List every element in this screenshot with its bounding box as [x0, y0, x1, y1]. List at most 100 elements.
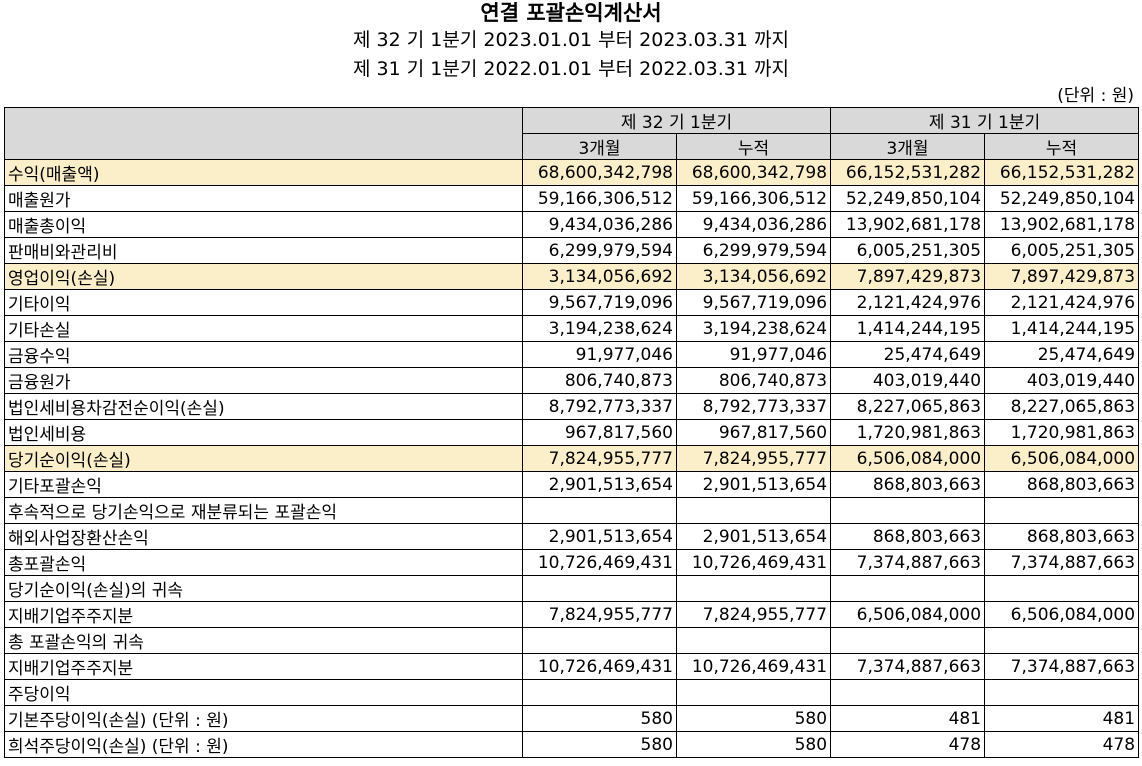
header-label-cell [4, 107, 523, 160]
row-value: 3,194,238,624 [522, 315, 677, 342]
row-value [675, 497, 832, 524]
row-value: 806,740,873 [522, 367, 677, 394]
row-value: 52,249,850,104 [984, 185, 1140, 212]
row-value: 967,817,560 [522, 419, 677, 446]
row-value: 403,019,440 [830, 367, 986, 394]
row-value: 9,434,036,286 [522, 211, 677, 238]
row-value [830, 497, 986, 524]
row-value: 3,134,056,692 [522, 263, 677, 290]
row-value: 9,434,036,286 [675, 211, 832, 238]
row-value: 68,600,342,798 [522, 159, 677, 186]
row-value: 91,977,046 [675, 341, 832, 368]
row-value: 7,374,887,663 [984, 653, 1140, 680]
row-value: 7,897,429,873 [830, 263, 986, 290]
row-value: 7,374,887,663 [830, 549, 986, 576]
row-value [675, 627, 832, 654]
table-row: 기타포괄손익 2,901,513,654 2,901,513,654 868,803,… [4, 471, 1140, 498]
row-value: 580 [522, 731, 677, 758]
row-value [675, 679, 832, 706]
table-row: 희석주당이익(손실) (단위 : 원) 580 580 478 478 [4, 731, 1140, 758]
row-value: 6,005,251,305 [984, 237, 1140, 264]
row-value: 868,803,663 [830, 523, 986, 550]
row-label: 법인세비용 [4, 419, 523, 446]
row-label: 지배기업주주지분 [4, 601, 523, 628]
row-label: 금융원가 [4, 367, 523, 394]
header-sub-current-3m: 3개월 [522, 133, 677, 160]
row-value: 1,720,981,863 [984, 419, 1140, 446]
row-value: 6,299,979,594 [522, 237, 677, 264]
row-value: 7,374,887,663 [984, 549, 1140, 576]
table-row: 당기순이익(손실) 7,824,955,777 7,824,955,777 6,506… [4, 445, 1140, 472]
header-sub-prior-cum: 누적 [984, 133, 1140, 160]
row-value: 580 [522, 705, 677, 732]
row-label: 기본주당이익(손실) (단위 : 원) [4, 705, 523, 732]
row-value: 7,824,955,777 [522, 445, 677, 472]
row-label: 주당이익 [4, 679, 523, 706]
table-row: 기본주당이익(손실) (단위 : 원) 580 580 481 481 [4, 705, 1140, 732]
row-value: 2,121,424,976 [830, 289, 986, 316]
row-value [522, 679, 677, 706]
row-label: 수익(매출액) [4, 159, 523, 186]
table-row: 후속적으로 당기손익으로 재분류되는 포괄손익 [4, 497, 1140, 524]
row-value: 10,726,469,431 [675, 653, 832, 680]
row-label: 당기순이익(손실)의 귀속 [4, 575, 523, 602]
table-row: 지배기업주주지분 10,726,469,431 10,726,469,431 7,37… [4, 653, 1140, 680]
row-value: 478 [984, 731, 1140, 758]
row-value: 1,414,244,195 [984, 315, 1140, 342]
row-value: 1,720,981,863 [830, 419, 986, 446]
row-value: 8,792,773,337 [675, 393, 832, 420]
row-value: 10,726,469,431 [522, 653, 677, 680]
row-value: 59,166,306,512 [522, 185, 677, 212]
row-value: 7,374,887,663 [830, 653, 986, 680]
row-label: 금융수익 [4, 341, 523, 368]
header-group-current: 제 32 기 1분기 [521, 107, 832, 134]
table-row: 기타이익 9,567,719,096 9,567,719,096 2,121,424,… [4, 289, 1140, 316]
table-row: 수익(매출액) 68,600,342,798 68,600,342,798 66,15… [4, 159, 1140, 186]
row-value: 6,506,084,000 [830, 601, 986, 628]
table-row: 지배기업주주지분 7,824,955,777 7,824,955,777 6,506,… [4, 601, 1140, 628]
table-row: 해외사업장환산손익 2,901,513,654 2,901,513,654 868,8… [4, 523, 1140, 550]
row-label: 기타포괄손익 [4, 471, 523, 498]
row-value: 6,506,084,000 [830, 445, 986, 472]
table-row: 금융수익 91,977,046 91,977,046 25,474,649 25,474… [4, 341, 1140, 368]
row-label: 당기순이익(손실) [4, 445, 523, 472]
row-value: 8,792,773,337 [522, 393, 677, 420]
row-value: 68,600,342,798 [675, 159, 832, 186]
income-statement-table: 제 32 기 1분기 제 31 기 1분기 3개월 누적 3개월 누적 수익(매… [4, 107, 1140, 758]
table-row: 매출원가 59,166,306,512 59,166,306,512 52,249,8… [4, 185, 1140, 212]
row-value: 25,474,649 [984, 341, 1140, 368]
row-value: 7,824,955,777 [522, 601, 677, 628]
table-row: 총포괄손익 10,726,469,431 10,726,469,431 7,374,8… [4, 549, 1140, 576]
table-row: 판매비와관리비 6,299,979,594 6,299,979,594 6,005,2… [4, 237, 1140, 264]
row-value: 481 [830, 705, 986, 732]
row-value: 25,474,649 [830, 341, 986, 368]
row-value [830, 679, 986, 706]
row-value: 10,726,469,431 [522, 549, 677, 576]
row-value: 3,194,238,624 [675, 315, 832, 342]
period-current: 제 32 기 1분기 2023.01.01 부터 2023.03.31 까지 [353, 29, 789, 51]
row-value: 6,299,979,594 [675, 237, 832, 264]
row-label: 매출원가 [4, 185, 523, 212]
row-value [522, 627, 677, 654]
row-value: 52,249,850,104 [830, 185, 986, 212]
row-value: 806,740,873 [675, 367, 832, 394]
row-value: 580 [675, 705, 832, 732]
row-value: 6,506,084,000 [984, 601, 1140, 628]
row-value: 13,902,681,178 [830, 211, 986, 238]
row-label: 매출총이익 [4, 211, 523, 238]
row-value: 868,803,663 [830, 471, 986, 498]
row-value: 967,817,560 [675, 419, 832, 446]
row-label: 희석주당이익(손실) (단위 : 원) [4, 731, 523, 758]
table-row: 매출총이익 9,434,036,286 9,434,036,286 13,902,68… [4, 211, 1140, 238]
row-value [984, 679, 1140, 706]
row-value: 8,227,065,863 [830, 393, 986, 420]
row-label: 법인세비용차감전순이익(손실) [4, 393, 523, 420]
row-value: 481 [984, 705, 1140, 732]
period-prior: 제 31 기 1분기 2022.01.01 부터 2022.03.31 까지 [353, 58, 789, 80]
row-value: 868,803,663 [984, 471, 1140, 498]
statement-header: 연결 포괄손익계산서 제 32 기 1분기 2023.01.01 부터 2023… [0, 0, 1142, 84]
row-value: 2,901,513,654 [675, 471, 832, 498]
row-value: 8,227,065,863 [984, 393, 1140, 420]
table-row: 주당이익 [4, 679, 1140, 706]
table-row: 당기순이익(손실)의 귀속 [4, 575, 1140, 602]
